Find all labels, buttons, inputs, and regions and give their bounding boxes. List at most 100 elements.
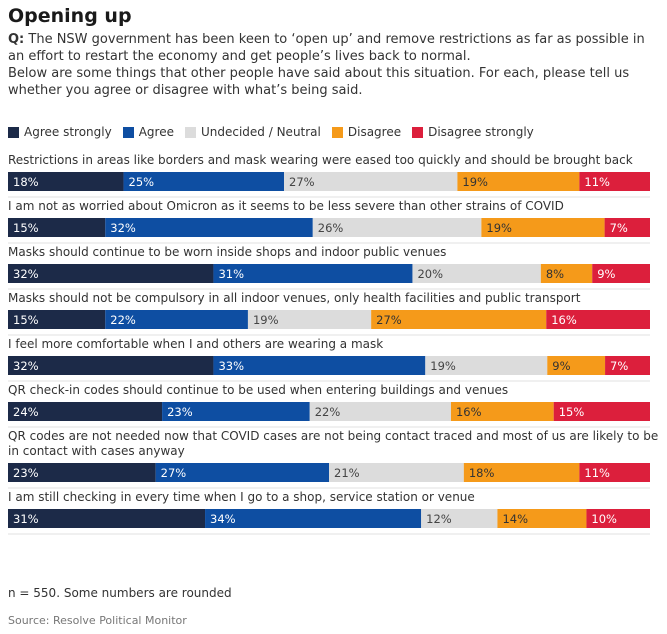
legend-item-0: Agree strongly [8, 125, 112, 139]
bar-segment-5-4 [553, 402, 650, 421]
data-label-5-3: 16% [456, 405, 482, 419]
bar-segment-6-3 [463, 463, 580, 482]
bar-segment-0-3 [457, 172, 580, 191]
bar-segment-7-3 [497, 509, 587, 528]
bar-segment-3-0 [8, 310, 106, 329]
chart-title: Opening up [8, 5, 132, 27]
legend-swatch-2 [184, 126, 196, 138]
chart-subtitle: Q: The NSW government has been keen to ‘… [8, 31, 658, 99]
data-label-3-0: 15% [13, 313, 39, 327]
bar-segment-7-0 [8, 509, 206, 528]
legend-item-3: Disagree [331, 125, 402, 139]
bar-segment-0-0 [8, 172, 124, 191]
bar-segment-2-0 [8, 264, 214, 283]
data-label-6-0: 23% [13, 466, 39, 480]
data-label-5-4: 15% [559, 405, 585, 419]
data-label-2-4: 9% [597, 267, 615, 281]
legend-swatch-0 [8, 126, 19, 138]
bar-segment-2-1 [213, 264, 413, 283]
legend-item-1: Agree [122, 125, 174, 139]
bar-segment-3-4 [546, 310, 650, 329]
bar-segment-1-4 [604, 218, 650, 237]
legend-label-4: Disagree strongly [428, 125, 534, 139]
bar-segment-3-3 [371, 310, 547, 329]
data-label-1-2: 26% [318, 221, 344, 235]
bar-segment-2-4 [592, 264, 650, 283]
bar-segment-7-1 [205, 509, 422, 528]
question-instructions: Below are some things that other people … [8, 66, 630, 98]
data-label-4-2: 19% [430, 359, 456, 373]
row-6: QR codes are not needed now that COVID c… [8, 429, 658, 489]
bar-segment-0-4 [579, 172, 650, 191]
bar-segment-1-3 [481, 218, 605, 237]
data-label-3-1: 22% [110, 313, 136, 327]
bar-segment-0-1 [123, 172, 285, 191]
bar-segment-4-1 [213, 356, 426, 375]
data-label-0-4: 11% [584, 175, 610, 189]
category-label-4: I feel more comfortable when I and other… [8, 337, 383, 351]
category-label-2: Masks should continue to be worn inside … [8, 245, 446, 259]
bar-segment-5-0 [8, 402, 163, 421]
category-label-1: I am not as worried about Omicron as it … [8, 199, 564, 213]
data-label-7-3: 14% [502, 512, 528, 526]
data-label-5-0: 24% [13, 405, 39, 419]
chart-legend: Agree strongly Agree Undecided / Neutral Di… [8, 124, 545, 140]
data-label-4-0: 32% [13, 359, 39, 373]
data-label-3-3: 27% [376, 313, 402, 327]
data-label-7-4: 10% [591, 512, 617, 526]
bar-segment-5-3 [450, 402, 554, 421]
bar-segment-1-0 [8, 218, 106, 237]
category-label-6: QR codes are not needed now that COVID c… [8, 429, 658, 458]
bar-segment-1-1 [105, 218, 313, 237]
data-label-2-1: 31% [218, 267, 244, 281]
bar-segment-6-2 [329, 463, 464, 482]
bar-segment-3-1 [105, 310, 248, 329]
legend-swatch-1 [122, 126, 134, 138]
source-credit: Source: Resolve Political Monitor [8, 614, 187, 627]
data-label-2-3: 8% [546, 267, 564, 281]
data-label-2-2: 20% [417, 267, 443, 281]
data-label-5-1: 23% [167, 405, 193, 419]
data-label-6-1: 27% [161, 466, 187, 480]
legend-label-2: Undecided / Neutral [200, 125, 321, 139]
row-4: I feel more comfortable when I and other… [8, 337, 650, 382]
bar-segment-5-2 [309, 402, 451, 421]
data-label-0-0: 18% [13, 175, 39, 189]
data-label-7-2: 12% [426, 512, 452, 526]
bar-segment-7-2 [421, 509, 498, 528]
legend-label-0: Agree strongly [24, 125, 112, 139]
data-label-3-4: 16% [551, 313, 577, 327]
legend-item-4: Disagree strongly [412, 125, 534, 139]
category-label-7: I am still checking in every time when I… [8, 490, 475, 504]
legend-swatch-4 [412, 126, 424, 138]
category-label-5: QR check-in codes should continue to be … [8, 383, 508, 397]
bar-segment-2-3 [540, 264, 593, 283]
data-label-1-1: 32% [110, 221, 136, 235]
bar-segment-4-4 [605, 356, 650, 375]
bar-segment-3-2 [247, 310, 372, 329]
data-label-6-2: 21% [334, 466, 360, 480]
data-label-4-4: 7% [610, 359, 628, 373]
row-2: Masks should continue to be worn inside … [8, 245, 650, 290]
row-7: I am still checking in every time when I… [8, 490, 650, 535]
data-label-0-2: 27% [289, 175, 315, 189]
question-text: The NSW government has been keen to ‘ope… [8, 32, 645, 64]
question-paragraph: Q: The NSW government has been keen to ‘… [8, 31, 658, 65]
bar-segment-6-4 [579, 463, 650, 482]
category-label-0: Restrictions in areas like borders and m… [8, 153, 633, 167]
legend-swatch-3 [331, 126, 343, 138]
data-label-1-3: 19% [486, 221, 512, 235]
bar-segment-4-0 [8, 356, 214, 375]
data-label-6-4: 11% [584, 466, 610, 480]
bar-segment-1-2 [312, 218, 482, 237]
bar-segment-4-2 [425, 356, 548, 375]
legend-label-3: Disagree [347, 125, 402, 139]
data-label-1-0: 15% [13, 221, 39, 235]
bar-segment-5-1 [162, 402, 310, 421]
bar-segment-7-4 [586, 509, 650, 528]
row-0: Restrictions in areas like borders and m… [8, 153, 650, 198]
data-label-4-1: 33% [218, 359, 244, 373]
bar-segment-4-3 [547, 356, 606, 375]
legend-label-1: Agree [138, 125, 174, 139]
sample-note: n = 550. Some numbers are rounded [8, 586, 232, 600]
